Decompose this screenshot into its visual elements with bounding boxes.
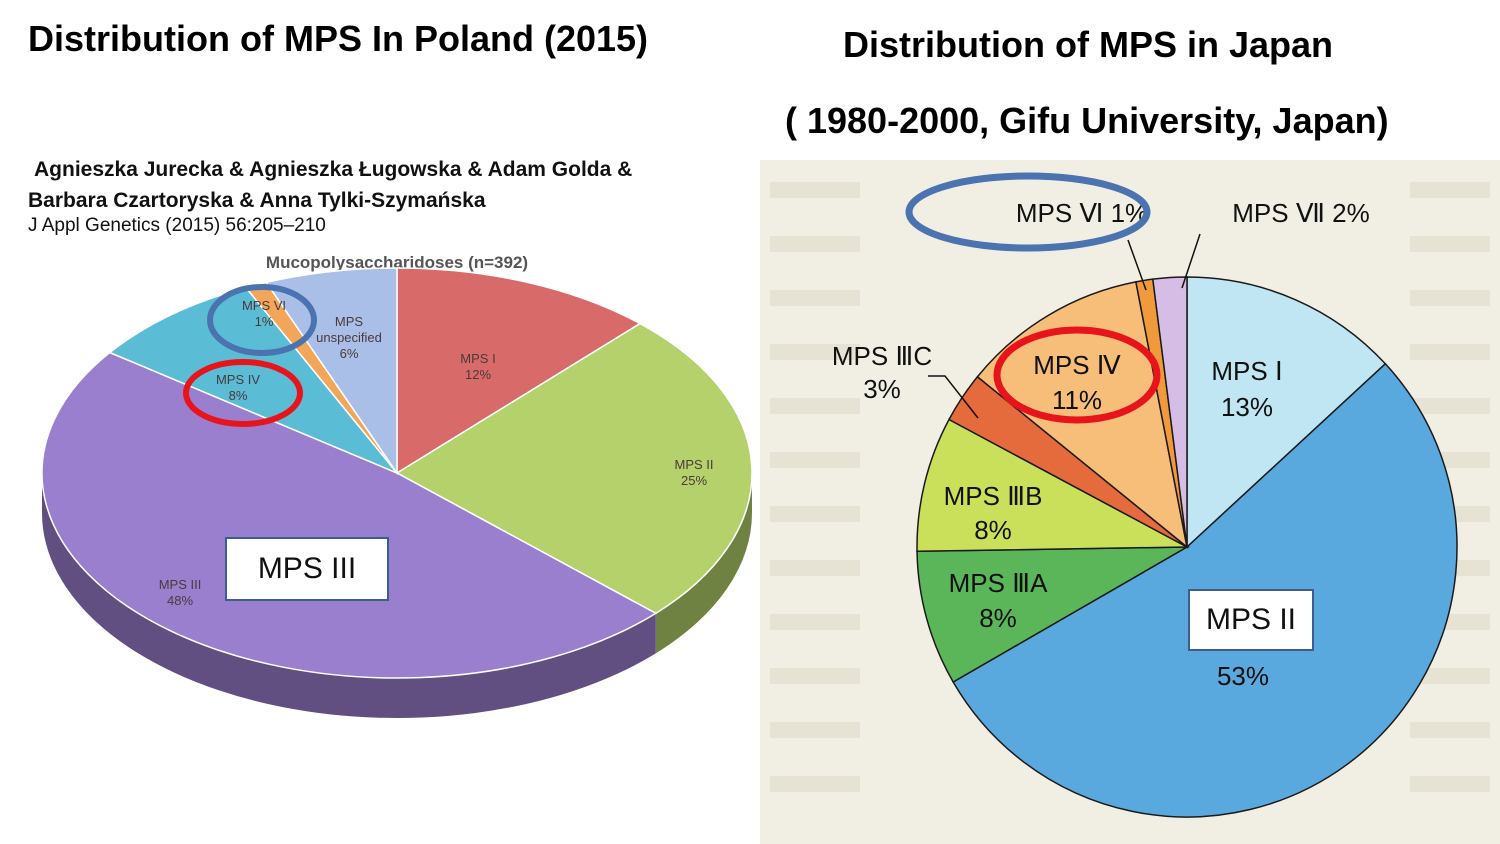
percent-mps: 13% [1221, 392, 1273, 422]
percent-mps-ii: 53% [1217, 661, 1269, 691]
label-mps-ii: MPS II 25% [674, 457, 713, 488]
label-mps-iv: MPS IV 8% [216, 372, 260, 403]
background-text-line [770, 668, 860, 684]
label-mps-b: MPS ⅢB [944, 481, 1043, 511]
slice-mps [1151, 276, 1188, 548]
background-text-line [770, 236, 860, 252]
label-mps-a: MPS ⅢA [949, 568, 1048, 598]
slice-mps [976, 281, 1189, 549]
background-text-line [1410, 182, 1490, 198]
leader-line-mps-vi [1127, 239, 1147, 291]
right-chart-subtitle: ( 1980-2000, Gifu University, Japan) [785, 100, 1389, 141]
slice-side-mps-ii [655, 473, 752, 654]
background-text-line [1410, 290, 1490, 306]
leader-line-mps-vii [1181, 233, 1201, 289]
background-text-line [770, 506, 860, 522]
background-text-line [1410, 398, 1490, 414]
background-text-line [1410, 236, 1490, 252]
slice-mps-iii [41, 351, 658, 679]
background-text-line [770, 614, 860, 630]
background-text-line [770, 182, 860, 198]
mps-iv-highlight-ellipse [183, 359, 303, 427]
background-text-line [770, 452, 860, 468]
left-chart-title: Distribution of MPS In Poland (2015) [28, 18, 649, 59]
authors-line-1: Agnieszka Jurecka & Agnieszka Ługowska &… [34, 158, 633, 181]
label-mps-iii: MPS III 48% [159, 577, 202, 608]
percent-mps-c: 3% [863, 374, 901, 404]
background-text-line [1410, 668, 1490, 684]
label-mps-vi: MPS VI 1% [242, 298, 286, 329]
slice-mps-a [916, 546, 1190, 684]
background-text-line [1410, 776, 1490, 792]
slice-mps [1186, 276, 1387, 549]
label-mps: MPS Ⅰ [1211, 356, 1282, 386]
mps-iv-highlight-ellipse [993, 326, 1161, 424]
leader-line-mps-iiic [928, 375, 979, 419]
poland-pie-chart: Mucopolysaccharidoses (n=392) MPS I 12% MPS… [41, 253, 753, 718]
right-chart-title: Distribution of MPS in Japan [843, 24, 1334, 65]
background-text-line [770, 344, 860, 360]
citation-journal: J Appl Genetics (2015) 56:205–210 [28, 215, 326, 236]
label-mps-c: MPS ⅢC [832, 341, 932, 371]
mps-ii-callout-box: MPS II [1188, 589, 1314, 651]
label-mps-unspecified: MPS unspecified 6% [316, 314, 382, 361]
background-text-line [770, 776, 860, 792]
background-text-line [770, 560, 860, 576]
background-text-line [770, 290, 860, 306]
background-text-line [1410, 722, 1490, 738]
mps-vi-highlight-ellipse [905, 172, 1151, 252]
percent-mps-b: 8% [974, 515, 1012, 545]
label-mps: MPS Ⅵ 1% [1016, 198, 1148, 228]
label-mps: MPS Ⅶ 2% [1232, 198, 1369, 228]
slice-mps-b [916, 418, 1190, 553]
authors-line-2: Barbara Czartoryska & Anna Tylki-Szymańs… [28, 189, 486, 212]
poland-chart-title: Mucopolysaccharidoses (n=392) [266, 253, 528, 272]
mps-vi-highlight-ellipse [207, 284, 317, 356]
slice-mps-ii [395, 322, 753, 615]
citation-authors: Agnieszka Jurecka & Agnieszka Ługowska &… [28, 154, 632, 216]
background-text-line [1410, 344, 1490, 360]
percent-mps: 11% [1052, 385, 1102, 415]
slice-side-mps-iii [42, 473, 656, 718]
label-mps: MPS Ⅳ [1033, 350, 1121, 380]
slice-mps-i [396, 267, 642, 475]
background-text-line [770, 722, 860, 738]
mps-iii-callout-box: MPS III [225, 537, 389, 601]
background-text-line [770, 398, 860, 414]
percent-mps-a: 8% [979, 603, 1017, 633]
slice-mps-unspecified [265, 267, 398, 476]
label-mps-i: MPS I 12% [460, 351, 495, 382]
